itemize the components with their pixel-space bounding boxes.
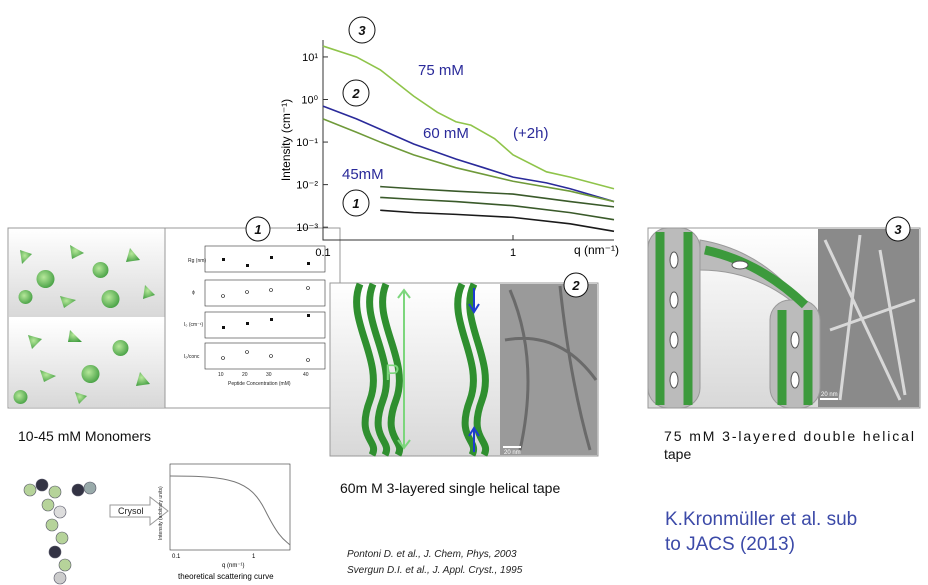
caption: 60m M 3-layered single helical tape	[340, 480, 560, 496]
crysol-x-tick: 1	[252, 554, 256, 560]
y-axis-label: Intensity (cm⁻¹)	[279, 99, 293, 181]
y-tick-label: 10¹	[302, 52, 318, 64]
pitch-label: P	[385, 360, 400, 385]
y-tick-label: 10⁻¹	[296, 137, 318, 149]
crysol-caption: theoretical scattering curve	[178, 572, 274, 581]
y-tick-label: 10⁰	[301, 94, 318, 106]
caption: 75 mM 3-layered double helical tape	[664, 428, 914, 462]
inset-y-label: I₀/conc	[184, 354, 200, 360]
curve-marker: 1	[352, 196, 359, 211]
curve-marker: 3	[358, 23, 366, 38]
annotation: 45mM	[342, 166, 384, 183]
inset-y-label: I₀ (cm⁻¹)	[184, 322, 203, 328]
reference: Pontoni D. et al., J. Chem, Phys, 2003	[347, 549, 517, 560]
data-line	[323, 106, 614, 201]
x-axis-label: q (nm⁻¹)	[574, 243, 619, 257]
inset-x-tick: 20	[242, 372, 248, 378]
panel-number: 1	[254, 222, 261, 237]
saxs-plot: Intensity (cm⁻¹)q (nm⁻¹)10¹10⁰10⁻¹10⁻²10…	[279, 17, 619, 259]
annotation: (+2h)	[513, 125, 548, 142]
x-tick-label: 0.1	[315, 247, 330, 259]
inset-x-tick: 10	[218, 372, 224, 378]
inset-x-tick: 30	[266, 372, 272, 378]
slide: Rg (nm) ϕ I₀ (cm⁻¹) I₀/conc 10 20 30 40 …	[0, 0, 928, 585]
inset-x-tick: 40	[303, 372, 309, 378]
caption-line: tape	[664, 446, 691, 462]
inset-y-label: Rg (nm)	[188, 258, 206, 264]
scale-bar: 20 nm	[821, 392, 838, 398]
monomer-panel: Rg (nm) ϕ I₀ (cm⁻¹) I₀/conc 10 20 30 40 …	[8, 217, 340, 444]
crysol-x-label: q (nm⁻¹)	[222, 563, 245, 569]
arrow-label: Crysol	[118, 506, 144, 516]
x-tick-label: 1	[510, 247, 516, 259]
citation: K.Kronmüller et al. sub	[665, 509, 857, 530]
crysol-x-tick: 0.1	[172, 554, 181, 560]
inset-y-label: ϕ	[192, 290, 195, 296]
inset-x-label: Peptide Concentration (mM)	[228, 381, 291, 387]
caption: 10-45 mM Monomers	[18, 428, 151, 444]
single-helix-panel: P 20 nm 2 60m M 3-layered single helical…	[330, 273, 598, 496]
panel-number: 2	[571, 278, 580, 293]
scale-bar: 20 nm	[504, 450, 521, 456]
y-tick-label: 10⁻³	[296, 222, 318, 234]
double-helix-panel: 20 nm 3 75 mM 3-layered double helical ta…	[648, 217, 920, 462]
crysol-y-label: Intensity (arbitrary units)	[158, 486, 164, 540]
annotation: 75 mM	[418, 62, 464, 79]
reference: Svergun D.I. et al., J. Appl. Cryst., 19…	[347, 565, 523, 576]
y-tick-label: 10⁻²	[296, 180, 318, 192]
annotation: 60 mM	[423, 125, 469, 142]
caption-line: 75 mM 3-layered double helical	[664, 428, 914, 444]
citation: to JACS (2013)	[665, 534, 795, 555]
curve-marker: 2	[351, 86, 360, 101]
panel-number: 3	[894, 222, 902, 237]
crysol-panel: Crysol Intensity (arbitrary units) 0.1 1…	[24, 464, 290, 584]
